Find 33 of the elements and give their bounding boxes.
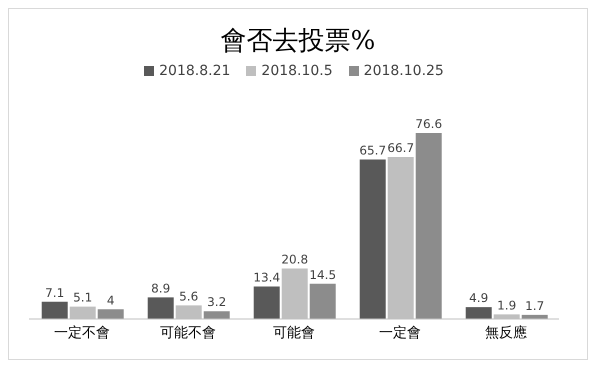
data-label: 20.8 [281, 252, 308, 266]
data-label: 1.7 [525, 298, 544, 313]
bar [310, 284, 336, 319]
bar [254, 286, 280, 319]
x-tick-label: 可能會 [273, 324, 315, 341]
data-label: 65.7 [359, 143, 386, 158]
data-label: 13.4 [253, 270, 280, 284]
x-tick-label: 無反應 [485, 324, 527, 341]
bar [42, 302, 68, 319]
data-label: 76.6 [415, 117, 442, 131]
data-label: 66.7 [387, 141, 414, 156]
data-label: 1.9 [497, 298, 516, 312]
x-tick-label: 可能不會 [160, 324, 216, 341]
bar [148, 297, 174, 319]
bar [204, 311, 230, 319]
bar [98, 309, 124, 319]
x-tick-label: 一定不會 [54, 324, 110, 341]
data-label: 4 [106, 293, 115, 308]
data-label: 4.9 [469, 291, 488, 306]
legend-label: 2018.8.21 [158, 63, 230, 79]
legend-label: 2018.10.5 [260, 63, 333, 79]
data-label: 3.2 [207, 295, 226, 310]
x-tick-label: 一定會 [379, 324, 421, 341]
data-label: 5.6 [179, 289, 198, 304]
data-label: 8.9 [151, 281, 170, 296]
data-label: 7.1 [45, 286, 64, 300]
bar [416, 133, 442, 319]
data-label: 5.1 [73, 290, 92, 305]
bar [360, 159, 386, 319]
bar [466, 307, 492, 319]
legend-label: 2018.10.25 [362, 63, 444, 79]
data-label: 14.5 [309, 268, 336, 282]
chart-title: 會否去投票% [220, 25, 376, 58]
